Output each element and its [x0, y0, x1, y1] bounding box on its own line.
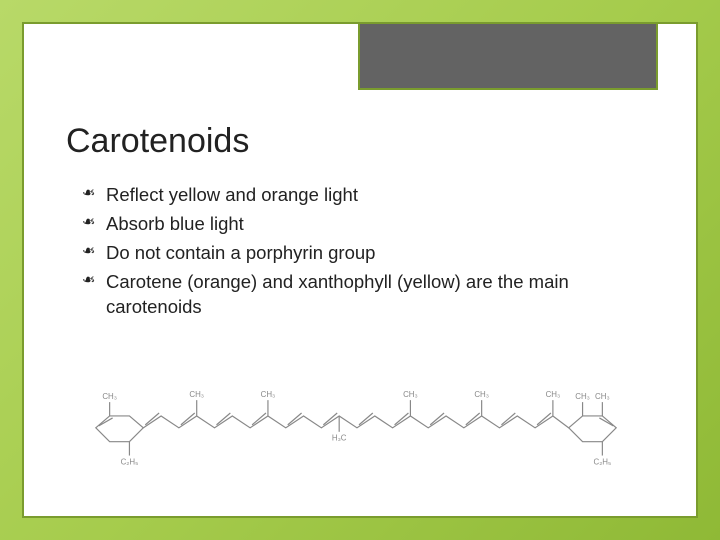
- svg-text:CH₃: CH₃: [102, 392, 117, 401]
- svg-text:CH₃: CH₃: [403, 390, 418, 399]
- slide-frame: Carotenoids Reflect yellow and orange li…: [22, 22, 698, 518]
- header-accent-box: [358, 22, 658, 90]
- bullet-list: Reflect yellow and orange light Absorb b…: [66, 183, 654, 320]
- svg-text:H₃C: H₃C: [332, 434, 347, 443]
- svg-text:C₂H₅: C₂H₅: [121, 457, 139, 466]
- svg-text:CH₃: CH₃: [261, 390, 276, 399]
- svg-text:CH₃: CH₃: [474, 390, 489, 399]
- slide-content: Carotenoids Reflect yellow and orange li…: [24, 24, 696, 493]
- svg-text:CH₃: CH₃: [546, 390, 561, 399]
- svg-text:CH₃: CH₃: [189, 390, 204, 399]
- carotenoid-structure: CH₃ C₂H₅ CH₃ CH₃ C₂H₅ CH₃ CH₃ CH₃ CH₃ CH₃ H₃C: [76, 358, 636, 468]
- bullet-item: Do not contain a porphyrin group: [84, 241, 654, 266]
- bullet-item: Reflect yellow and orange light: [84, 183, 654, 208]
- bullet-item: Carotene (orange) and xanthophyll (yello…: [84, 270, 654, 320]
- svg-text:CH₃: CH₃: [595, 392, 610, 401]
- bullet-item: Absorb blue light: [84, 212, 654, 237]
- svg-text:C₂H₅: C₂H₅: [594, 457, 612, 466]
- svg-text:CH₃: CH₃: [575, 392, 590, 401]
- slide-title: Carotenoids: [66, 122, 654, 161]
